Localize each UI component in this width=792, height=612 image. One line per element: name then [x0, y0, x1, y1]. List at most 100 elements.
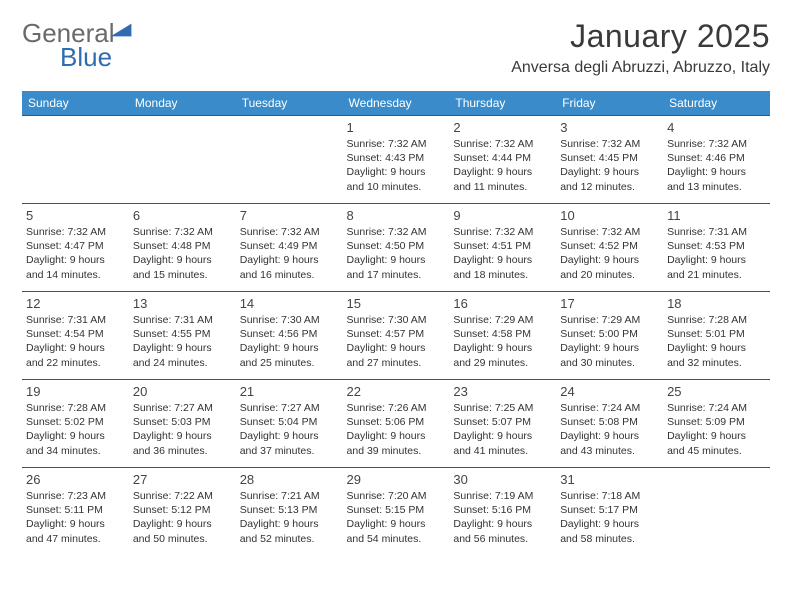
- day-number: 15: [347, 296, 446, 311]
- sunrise-label: Sunrise:: [26, 490, 65, 502]
- day-cell: 1Sunrise: 7:32 AMSunset: 4:43 PMDaylight…: [343, 116, 450, 204]
- sunrise-label: Sunrise:: [240, 490, 279, 502]
- day-number: 14: [240, 296, 339, 311]
- day-details: Sunrise: 7:28 AMSunset: 5:01 PMDaylight:…: [667, 313, 766, 370]
- day-cell: 30Sunrise: 7:19 AMSunset: 5:16 PMDayligh…: [449, 468, 556, 556]
- day-cell: 6Sunrise: 7:32 AMSunset: 4:48 PMDaylight…: [129, 204, 236, 292]
- sunset-label: Sunset:: [26, 416, 62, 428]
- day-details: Sunrise: 7:24 AMSunset: 5:08 PMDaylight:…: [560, 401, 659, 458]
- brand-triangle-icon: [110, 22, 132, 38]
- sunrise-value: 7:29 AM: [602, 314, 641, 326]
- brand-part2: Blue: [60, 42, 112, 73]
- daylight-label: Daylight:: [240, 254, 281, 266]
- sunrise-value: 7:32 AM: [709, 138, 748, 150]
- day-details: Sunrise: 7:32 AMSunset: 4:44 PMDaylight:…: [453, 137, 552, 194]
- daylight-label: Daylight:: [453, 518, 494, 530]
- calendar-row: 26Sunrise: 7:23 AMSunset: 5:11 PMDayligh…: [22, 468, 770, 556]
- sunset-label: Sunset:: [133, 504, 169, 516]
- title-block: January 2025 Anversa degli Abruzzi, Abru…: [511, 18, 770, 77]
- sunset-value: 4:47 PM: [65, 240, 104, 252]
- sunset-value: 4:46 PM: [706, 152, 745, 164]
- sunset-label: Sunset:: [347, 152, 383, 164]
- sunset-value: 4:43 PM: [385, 152, 424, 164]
- daylight-label: Daylight:: [453, 430, 494, 442]
- sunset-label: Sunset:: [347, 328, 383, 340]
- day-details: Sunrise: 7:32 AMSunset: 4:43 PMDaylight:…: [347, 137, 446, 194]
- daylight-label: Daylight:: [240, 342, 281, 354]
- day-number: 21: [240, 384, 339, 399]
- sunset-value: 5:00 PM: [599, 328, 638, 340]
- empty-cell: [663, 468, 770, 556]
- sunset-label: Sunset:: [133, 328, 169, 340]
- day-number: 31: [560, 472, 659, 487]
- calendar-header-row: SundayMondayTuesdayWednesdayThursdayFrid…: [22, 91, 770, 116]
- day-number: 10: [560, 208, 659, 223]
- daylight-label: Daylight:: [240, 430, 281, 442]
- day-number: 11: [667, 208, 766, 223]
- sunset-label: Sunset:: [240, 504, 276, 516]
- day-number: 17: [560, 296, 659, 311]
- sunset-label: Sunset:: [667, 416, 703, 428]
- sunset-value: 5:07 PM: [492, 416, 531, 428]
- sunset-value: 4:51 PM: [492, 240, 531, 252]
- sunrise-label: Sunrise:: [667, 402, 706, 414]
- day-cell: 2Sunrise: 7:32 AMSunset: 4:44 PMDaylight…: [449, 116, 556, 204]
- daylight-label: Daylight:: [453, 342, 494, 354]
- empty-cell: [236, 116, 343, 204]
- day-cell: 22Sunrise: 7:26 AMSunset: 5:06 PMDayligh…: [343, 380, 450, 468]
- day-cell: 20Sunrise: 7:27 AMSunset: 5:03 PMDayligh…: [129, 380, 236, 468]
- daylight-label: Daylight:: [560, 166, 601, 178]
- day-details: Sunrise: 7:32 AMSunset: 4:51 PMDaylight:…: [453, 225, 552, 282]
- sunset-label: Sunset:: [453, 152, 489, 164]
- day-number: 24: [560, 384, 659, 399]
- day-details: Sunrise: 7:27 AMSunset: 5:04 PMDaylight:…: [240, 401, 339, 458]
- sunrise-value: 7:32 AM: [388, 138, 427, 150]
- day-cell: 18Sunrise: 7:28 AMSunset: 5:01 PMDayligh…: [663, 292, 770, 380]
- sunrise-label: Sunrise:: [453, 138, 492, 150]
- daylight-label: Daylight:: [347, 254, 388, 266]
- sunrise-label: Sunrise:: [667, 226, 706, 238]
- day-details: Sunrise: 7:32 AMSunset: 4:49 PMDaylight:…: [240, 225, 339, 282]
- daylight-label: Daylight:: [26, 430, 67, 442]
- day-cell: 13Sunrise: 7:31 AMSunset: 4:55 PMDayligh…: [129, 292, 236, 380]
- sunset-value: 5:17 PM: [599, 504, 638, 516]
- daylight-label: Daylight:: [560, 430, 601, 442]
- day-header: Thursday: [449, 91, 556, 116]
- sunset-label: Sunset:: [453, 504, 489, 516]
- sunset-label: Sunset:: [667, 152, 703, 164]
- sunrise-label: Sunrise:: [560, 226, 599, 238]
- sunrise-label: Sunrise:: [453, 226, 492, 238]
- sunrise-value: 7:25 AM: [495, 402, 534, 414]
- day-details: Sunrise: 7:32 AMSunset: 4:48 PMDaylight:…: [133, 225, 232, 282]
- sunrise-label: Sunrise:: [133, 402, 172, 414]
- sunset-label: Sunset:: [453, 416, 489, 428]
- sunrise-label: Sunrise:: [240, 226, 279, 238]
- daylight-label: Daylight:: [26, 518, 67, 530]
- sunset-label: Sunset:: [26, 240, 62, 252]
- sunset-value: 5:01 PM: [706, 328, 745, 340]
- day-cell: 28Sunrise: 7:21 AMSunset: 5:13 PMDayligh…: [236, 468, 343, 556]
- sunrise-value: 7:32 AM: [495, 226, 534, 238]
- day-number: 13: [133, 296, 232, 311]
- sunrise-label: Sunrise:: [453, 402, 492, 414]
- day-cell: 31Sunrise: 7:18 AMSunset: 5:17 PMDayligh…: [556, 468, 663, 556]
- day-cell: 4Sunrise: 7:32 AMSunset: 4:46 PMDaylight…: [663, 116, 770, 204]
- sunset-value: 4:55 PM: [171, 328, 210, 340]
- calendar-row: 12Sunrise: 7:31 AMSunset: 4:54 PMDayligh…: [22, 292, 770, 380]
- day-details: Sunrise: 7:26 AMSunset: 5:06 PMDaylight:…: [347, 401, 446, 458]
- day-cell: 7Sunrise: 7:32 AMSunset: 4:49 PMDaylight…: [236, 204, 343, 292]
- sunset-value: 4:48 PM: [171, 240, 210, 252]
- day-details: Sunrise: 7:30 AMSunset: 4:57 PMDaylight:…: [347, 313, 446, 370]
- day-header: Monday: [129, 91, 236, 116]
- day-number: 29: [347, 472, 446, 487]
- sunrise-label: Sunrise:: [26, 402, 65, 414]
- empty-cell: [22, 116, 129, 204]
- day-details: Sunrise: 7:27 AMSunset: 5:03 PMDaylight:…: [133, 401, 232, 458]
- daylight-label: Daylight:: [667, 166, 708, 178]
- sunrise-label: Sunrise:: [133, 490, 172, 502]
- day-details: Sunrise: 7:20 AMSunset: 5:15 PMDaylight:…: [347, 489, 446, 546]
- calendar-row: 5Sunrise: 7:32 AMSunset: 4:47 PMDaylight…: [22, 204, 770, 292]
- daylight-label: Daylight:: [667, 430, 708, 442]
- day-details: Sunrise: 7:29 AMSunset: 5:00 PMDaylight:…: [560, 313, 659, 370]
- daylight-label: Daylight:: [347, 342, 388, 354]
